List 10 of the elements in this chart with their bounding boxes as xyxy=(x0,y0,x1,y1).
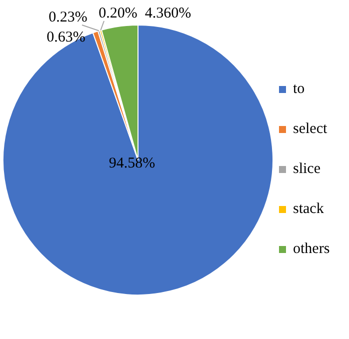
legend-label: select xyxy=(293,121,328,138)
data-label: 0.23% xyxy=(48,9,88,26)
data-label: 94.58% xyxy=(108,155,156,172)
legend-label: to xyxy=(293,81,305,98)
legend-label: others xyxy=(293,241,330,258)
legend-label: stack xyxy=(293,201,324,218)
data-label: 4.360% xyxy=(144,5,192,22)
data-label: 0.20% xyxy=(98,5,138,22)
data-label: 0.63% xyxy=(46,29,86,46)
legend-label: slice xyxy=(293,161,320,178)
